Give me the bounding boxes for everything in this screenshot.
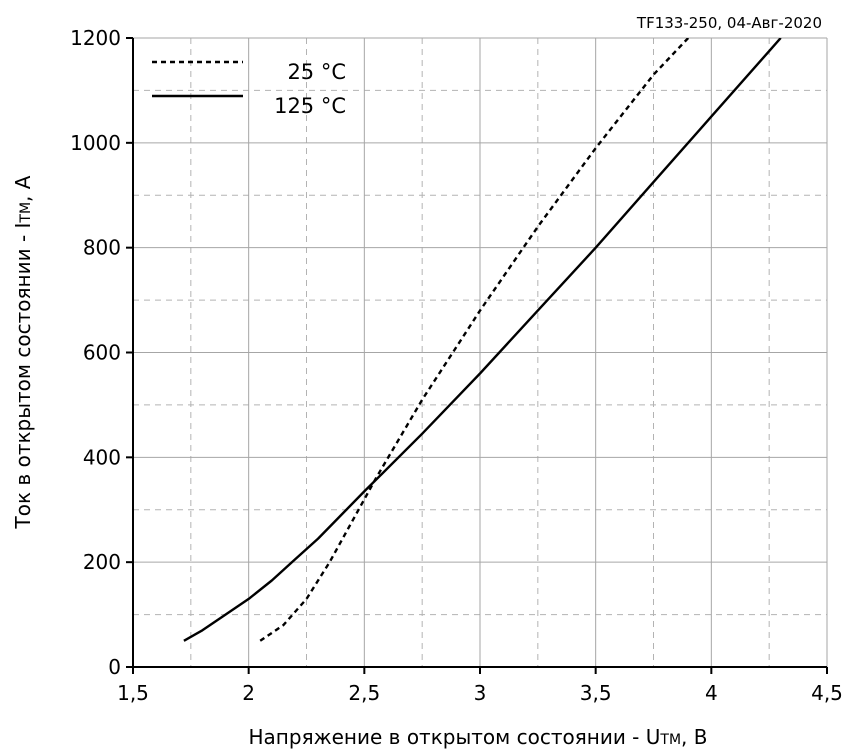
y-axis-title-subscript: TM bbox=[18, 202, 34, 224]
x-tick-label: 2 bbox=[242, 681, 255, 705]
series-group bbox=[183, 38, 782, 642]
legend-label-125c: 125 °C bbox=[274, 94, 346, 118]
series-line-25c bbox=[259, 38, 690, 642]
x-axis-title-main: Напряжение в открытом состоянии - U bbox=[249, 725, 661, 749]
x-tick-label: 2,5 bbox=[348, 681, 380, 705]
y-axis-title: Ток в открытом состоянии - ITM, А bbox=[11, 175, 35, 529]
y-tick-label: 1200 bbox=[70, 26, 121, 50]
y-axis-title-main: Ток в открытом состоянии - I bbox=[11, 223, 35, 530]
y-tick-label: 800 bbox=[83, 236, 121, 260]
y-tick-label: 1000 bbox=[70, 131, 121, 155]
y-tick-label: 400 bbox=[83, 445, 121, 469]
y-axis-title-unit: , А bbox=[11, 175, 35, 202]
x-tick-label: 4,5 bbox=[811, 681, 843, 705]
x-tick-label: 3 bbox=[474, 681, 487, 705]
axes: 1,5 2 2,5 3 3,5 4 4,5 0 200 400 600 800 1000 1200 bbox=[70, 26, 843, 705]
grid bbox=[132, 37, 828, 668]
x-tick-label: 1,5 bbox=[117, 681, 149, 705]
y-tick-label: 200 bbox=[83, 550, 121, 574]
x-axis-title-unit: , В bbox=[681, 725, 707, 749]
x-tick-label: 4 bbox=[705, 681, 718, 705]
legend: 25 °C 125 °C bbox=[152, 60, 346, 118]
x-tick-label: 3,5 bbox=[580, 681, 612, 705]
y-tick-label: 0 bbox=[108, 655, 121, 679]
x-axis-title-subscript: TM bbox=[659, 732, 681, 748]
series-line-125c bbox=[183, 38, 782, 642]
legend-label-25c: 25 °C bbox=[287, 60, 346, 84]
y-tick-label: 600 bbox=[83, 341, 121, 365]
chart-annotation: TF133-250, 04-Авг-2020 bbox=[636, 14, 822, 32]
x-axis-title: Напряжение в открытом состоянии - UTM, В bbox=[249, 725, 708, 749]
